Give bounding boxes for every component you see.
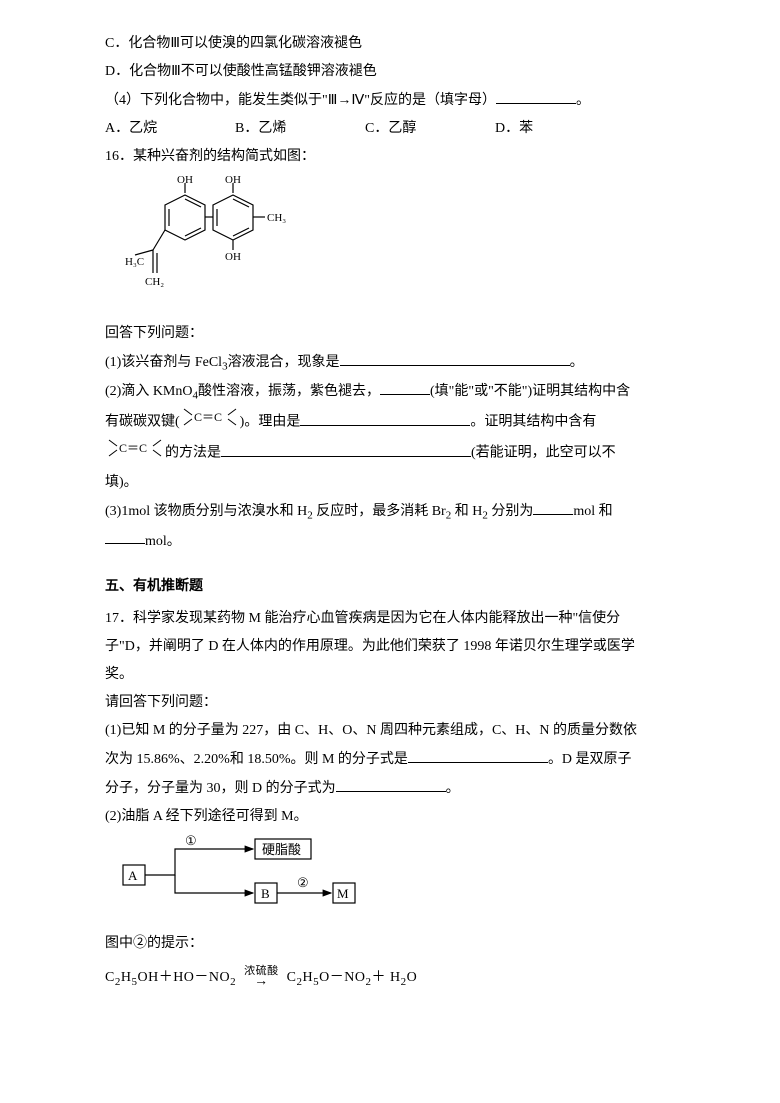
p1e: 。	[446, 781, 460, 796]
lbl-h3c: H₃C	[125, 256, 144, 268]
q17-p1-l1: (1)已知 M 的分子量为 227，由 C、H、O、N 周四种元素组成，C、H、…	[105, 717, 675, 745]
p3-f: mol。	[145, 533, 181, 548]
eq-arrow: 浓硫酸 →	[244, 966, 279, 989]
eq-lhs: C2H5OH＋HO－NO2	[105, 970, 236, 985]
q17-diagram: A 硬脂酸 B M ① ②	[115, 835, 675, 926]
lbl-ch2: CH₂	[145, 276, 164, 288]
lbl-ch3: CH₃	[267, 212, 286, 224]
node-b: B	[261, 886, 270, 901]
opt-a: A．乙烷	[105, 115, 235, 143]
cc-icon: C＝C	[182, 407, 238, 438]
cc-icon-2: C＝C	[107, 438, 163, 469]
q17-head3: 奖。	[105, 661, 675, 689]
p2-d: 有碳碳双键(	[105, 415, 180, 430]
q16-molecule: OH OH OH CH₃ H₃C CH₂	[125, 175, 675, 316]
node-box: 硬脂酸	[262, 842, 301, 857]
p1-blank	[340, 348, 570, 366]
p2-g: 的方法是	[165, 446, 221, 461]
p2-blank3	[221, 439, 471, 457]
p2-blank1	[380, 377, 430, 395]
q16-p3-l1: (3)1mol 该物质分别与浓溴水和 H2 反应时，最多消耗 Br2 和 H2 …	[105, 497, 675, 527]
p1-b: 溶液混合，现象是	[228, 355, 340, 370]
eq-rhs: C2H5O－NO2＋ H2O	[287, 970, 418, 985]
q16-p3-l2: mol。	[105, 527, 675, 556]
p1d: 分子，分子量为 30，则 D 的分子式为	[105, 781, 336, 796]
p3-e: mol 和	[573, 504, 612, 519]
q16-intro: 回答下列问题：	[105, 320, 675, 348]
p2-b: 酸性溶液，振荡，紫色褪去，	[198, 384, 380, 399]
q16-p2-l4: 填)。	[105, 469, 675, 497]
q17-p2: (2)油脂 A 经下列途径可得到 M。	[105, 803, 675, 831]
p2-a: (2)滴入 KMnO	[105, 384, 193, 399]
q17-intro: 请回答下列问题：	[105, 689, 675, 717]
opt-b: B．乙烯	[235, 115, 365, 143]
p1b: 次为 15.86%、2.20%和 18.50%。则 M 的分子式是	[105, 752, 408, 767]
q17-head1: 17．科学家发现某药物 M 能治疗心血管疾病是因为它在人体内能释放出一种"信使分	[105, 605, 675, 633]
q4-line: （4）下列化合物中，能发生类似于"Ⅲ→Ⅳ"反应的是（填字母） 。	[105, 86, 675, 115]
q16-p2-l2: 有碳碳双键( C＝C )。理由是 。证明其结构中含有	[105, 407, 675, 438]
arrow-icon: →	[254, 975, 269, 989]
q4-blank	[496, 86, 576, 104]
q17-blank1	[408, 745, 548, 763]
lbl-oh2: OH	[225, 175, 241, 186]
q17-eq: C2H5OH＋HO－NO2 浓硫酸 → C2H5O－NO2＋ H2O	[105, 964, 675, 993]
q4-options: A．乙烷 B．乙烯 C．乙醇 D．苯	[105, 115, 675, 143]
p2-blank2	[300, 408, 470, 426]
q17-head2: 子"D，并阐明了 D 在人体内的作用原理。为此他们荣获了 1998 年诺贝尔生理…	[105, 633, 675, 661]
q17-p2b: 图中②的提示：	[105, 930, 675, 958]
lbl-oh1: OH	[177, 175, 193, 186]
p3-c: 和 H	[451, 504, 482, 519]
q17-p1-l2: 次为 15.86%、2.20%和 18.50%。则 M 的分子式是 。D 是双原子	[105, 745, 675, 774]
svg-text:C＝C: C＝C	[119, 441, 147, 455]
opt-d2: D．苯	[495, 115, 533, 143]
p3-b: 反应时，最多消耗 Br	[313, 504, 446, 519]
circ-1: ①	[185, 835, 197, 848]
p2-f: 。证明其结构中含有	[470, 415, 596, 430]
q16-p2-l3: C＝C 的方法是 (若能证明，此空可以不	[105, 438, 675, 469]
p3-blank2	[105, 527, 145, 545]
node-a: A	[128, 868, 138, 883]
page-content: C．化合物Ⅲ可以使溴的四氯化碳溶液褪色 D．化合物Ⅲ不可以使酸性高锰酸钾溶液褪色…	[0, 0, 780, 1103]
p1-a: (1)该兴奋剂与 FeCl	[105, 355, 222, 370]
q16-head: 16．某种兴奋剂的结构简式如图：	[105, 143, 675, 171]
q16-p1: (1)该兴奋剂与 FeCl3溶液混合，现象是。	[105, 348, 675, 378]
p2-e: )。理由是	[240, 415, 301, 430]
svg-text:C＝C: C＝C	[194, 410, 222, 424]
q4-text-b: 。	[576, 93, 590, 108]
opt-d: D．化合物Ⅲ不可以使酸性高锰酸钾溶液褪色	[105, 58, 675, 86]
p2-h: (若能证明，此空可以不	[471, 446, 616, 461]
q17-p1-l3: 分子，分子量为 30，则 D 的分子式为 。	[105, 774, 675, 803]
lbl-oh3: OH	[225, 251, 241, 263]
p3-a: (3)1mol 该物质分别与浓溴水和 H	[105, 504, 307, 519]
circ-2: ②	[297, 875, 309, 890]
opt-c: C．化合物Ⅲ可以使溴的四氯化碳溶液褪色	[105, 30, 675, 58]
opt-c2: C．乙醇	[365, 115, 495, 143]
q4-text-a: （4）下列化合物中，能发生类似于"Ⅲ→Ⅳ"反应的是（填字母）	[105, 93, 496, 108]
section-5-head: 五、有机推断题	[105, 573, 675, 601]
p1c: 。D 是双原子	[548, 752, 632, 767]
node-m: M	[337, 886, 349, 901]
p3-blank1	[533, 497, 573, 515]
p3-d: 分别为	[488, 504, 534, 519]
p2-c: (填"能"或"不能")证明其结构中含	[430, 384, 630, 399]
p1-c: 。	[570, 355, 584, 370]
q17-blank2	[336, 774, 446, 792]
q16-p2-l1: (2)滴入 KMnO4酸性溶液，振荡，紫色褪去，(填"能"或"不能")证明其结构…	[105, 377, 675, 407]
